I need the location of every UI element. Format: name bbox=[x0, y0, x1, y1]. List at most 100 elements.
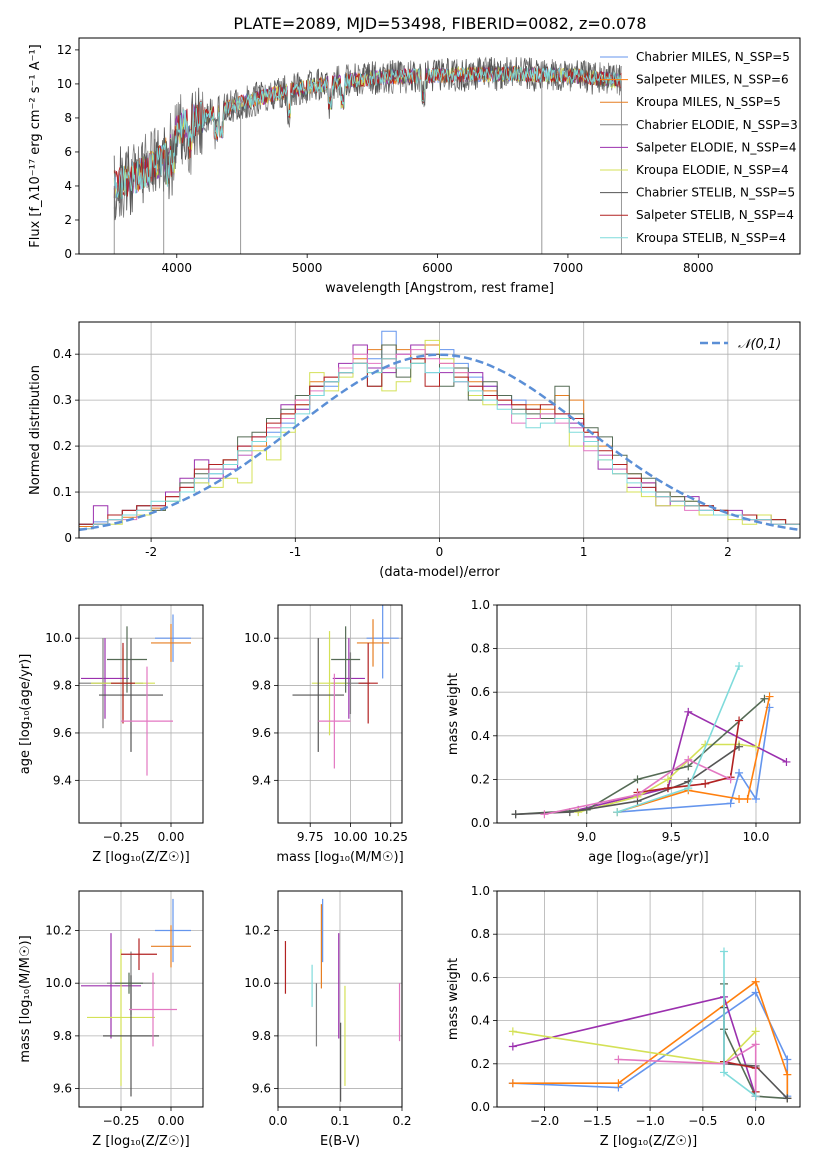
mass-weight-point bbox=[751, 988, 760, 997]
mass_age-axes: 9.75 10.00 10.25 9.4 9.6 9.8 10.0 mass [log₁₀(M… bbox=[244, 605, 408, 865]
panels: 4000 5000 6000 7000 8000024681012wavelength … bbox=[18, 37, 801, 1149]
y-tick-label: 0.4 bbox=[471, 729, 490, 743]
mass-weight-point bbox=[508, 1079, 517, 1088]
mass-weight-point bbox=[751, 742, 760, 751]
mass-weight-point bbox=[614, 1055, 623, 1064]
mass-weight-point bbox=[726, 799, 735, 808]
z_age-axes: −0.25 0.00 9.4 9.6 9.8 10.0 Z [log₁₀(Z/Z☉)] age… bbox=[18, 605, 203, 865]
y-tick-label: 10.2 bbox=[244, 924, 271, 938]
mass-weight-point bbox=[508, 1042, 517, 1051]
z_mass-frame bbox=[78, 890, 204, 1108]
mass-weight-point bbox=[783, 1070, 792, 1079]
legend-entry: Chabrier MILES, N_SSP=5 bbox=[636, 50, 790, 64]
gaussian-curve bbox=[79, 353, 800, 532]
x-tick-label: 2 bbox=[724, 545, 732, 559]
y-tick-label: 0 bbox=[64, 531, 72, 545]
mass-weight-point bbox=[735, 768, 744, 777]
x-tick-label: −0.25 bbox=[103, 1114, 140, 1128]
x-tick-label: 6000 bbox=[422, 261, 453, 275]
y-tick-label: 0.3 bbox=[53, 393, 72, 407]
x-tick-label: 0.0 bbox=[268, 1114, 287, 1128]
mass-weight-point bbox=[735, 662, 744, 671]
x-tick-label: −2.0 bbox=[530, 1114, 559, 1128]
legend-entry: 𝒩(0,1) bbox=[738, 337, 781, 352]
y-tick-label: 9.8 bbox=[53, 679, 72, 693]
x-tick-label: 10.0 bbox=[743, 830, 770, 844]
spectrum-series-line bbox=[113, 56, 622, 221]
x-axis-label: Z [log₁₀(Z/Z☉)] bbox=[92, 1134, 189, 1149]
mass-weight-point bbox=[663, 784, 672, 793]
y-axis-label: mass weight bbox=[446, 673, 461, 755]
x-tick-label: -2 bbox=[145, 545, 157, 559]
y-tick-label: 0.4 bbox=[53, 347, 72, 361]
y-tick-label: 10.2 bbox=[45, 924, 72, 938]
x-axis-label: age [log₁₀(age/yr)] bbox=[588, 850, 709, 865]
y-axis-label: Flux [f_λ10⁻¹⁷ erg cm⁻² s⁻¹ A⁻¹] bbox=[28, 44, 43, 248]
mass-weight-point bbox=[782, 757, 791, 766]
mass-weight-point bbox=[760, 694, 769, 703]
y-tick-label: 0.4 bbox=[471, 1014, 490, 1028]
x-tick-label: -1 bbox=[289, 545, 301, 559]
spectrum-lines bbox=[113, 56, 622, 254]
mass-weight-point bbox=[719, 947, 728, 956]
x-axis-label: E(B-V) bbox=[320, 1134, 360, 1149]
residual-histograms bbox=[79, 330, 800, 538]
y-tick-label: 9.6 bbox=[53, 1082, 72, 1096]
y-tick-label: 10.0 bbox=[244, 976, 271, 990]
y-tick-label: 0 bbox=[64, 247, 72, 261]
x-tick-label: 0.0 bbox=[746, 1114, 765, 1128]
mass-weight-point bbox=[765, 692, 774, 701]
spectrum-series-line bbox=[113, 65, 622, 199]
mass-weight-point bbox=[663, 775, 672, 784]
z_mw-frame bbox=[496, 890, 801, 1108]
legend-entry: Kroupa MILES, N_SSP=5 bbox=[636, 95, 781, 109]
x-tick-label: 0.2 bbox=[392, 1114, 411, 1128]
z_mass-errorbars bbox=[81, 898, 191, 1097]
x-tick-label: 9.75 bbox=[297, 830, 324, 844]
y-tick-label: 9.6 bbox=[252, 726, 271, 740]
mass-weight-point bbox=[701, 779, 710, 788]
y-tick-label: 9.8 bbox=[252, 1029, 271, 1043]
mass-weight-point bbox=[684, 755, 693, 764]
legend-entry: Salpeter STELIB, N_SSP=4 bbox=[636, 208, 794, 222]
y-tick-label: 0.0 bbox=[471, 816, 490, 830]
y-axis-label: mass weight bbox=[446, 958, 461, 1040]
y-tick-label: 9.4 bbox=[252, 773, 271, 787]
x-tick-label: 0.00 bbox=[158, 1114, 185, 1128]
mass-weight-point bbox=[735, 716, 744, 725]
mass-weight-point bbox=[540, 810, 549, 819]
y-axis-label: Normed distribution bbox=[28, 365, 43, 495]
y-axis-label: mass [log₁₀(M/M☉)] bbox=[18, 935, 33, 1062]
y-tick-label: 4 bbox=[64, 179, 72, 193]
x-axis-label: (data-model)/error bbox=[379, 565, 500, 580]
x-tick-label: 0 bbox=[436, 545, 444, 559]
x-tick-label: 7000 bbox=[553, 261, 584, 275]
y-tick-label: 8 bbox=[64, 111, 72, 125]
histogram-series bbox=[79, 358, 800, 538]
legend-entry: Kroupa STELIB, N_SSP=4 bbox=[636, 231, 786, 245]
y-tick-label: 10.0 bbox=[45, 976, 72, 990]
z_age-frame bbox=[78, 604, 204, 824]
age_mw-lines bbox=[511, 662, 791, 819]
y-tick-label: 10.0 bbox=[45, 631, 72, 645]
spectrum-series-line bbox=[113, 66, 622, 199]
x-tick-label: 4000 bbox=[162, 261, 193, 275]
y-tick-label: 0.2 bbox=[53, 439, 72, 453]
x-tick-label: 9.0 bbox=[577, 830, 596, 844]
mass-weight-point bbox=[751, 795, 760, 804]
mass-weight-point bbox=[726, 775, 735, 784]
x-tick-label: 8000 bbox=[683, 261, 714, 275]
mass-weight-point bbox=[735, 742, 744, 751]
mass-weight-point bbox=[743, 795, 752, 804]
x-tick-label: 0.00 bbox=[158, 830, 185, 844]
y-tick-label: 0.8 bbox=[471, 927, 490, 941]
x-tick-label: −0.25 bbox=[103, 830, 140, 844]
mass_age-errorbars bbox=[292, 605, 399, 769]
ebv_mass-errorbars bbox=[284, 898, 401, 1102]
mass-weight-point bbox=[508, 1027, 517, 1036]
figure-title: PLATE=2089, MJD=53498, FIBERID=0082, z=0… bbox=[233, 14, 646, 33]
y-tick-label: 9.8 bbox=[252, 679, 271, 693]
x-axis-label: mass [log₁₀(M/M☉)] bbox=[276, 850, 403, 865]
y-tick-label: 2 bbox=[64, 213, 72, 227]
